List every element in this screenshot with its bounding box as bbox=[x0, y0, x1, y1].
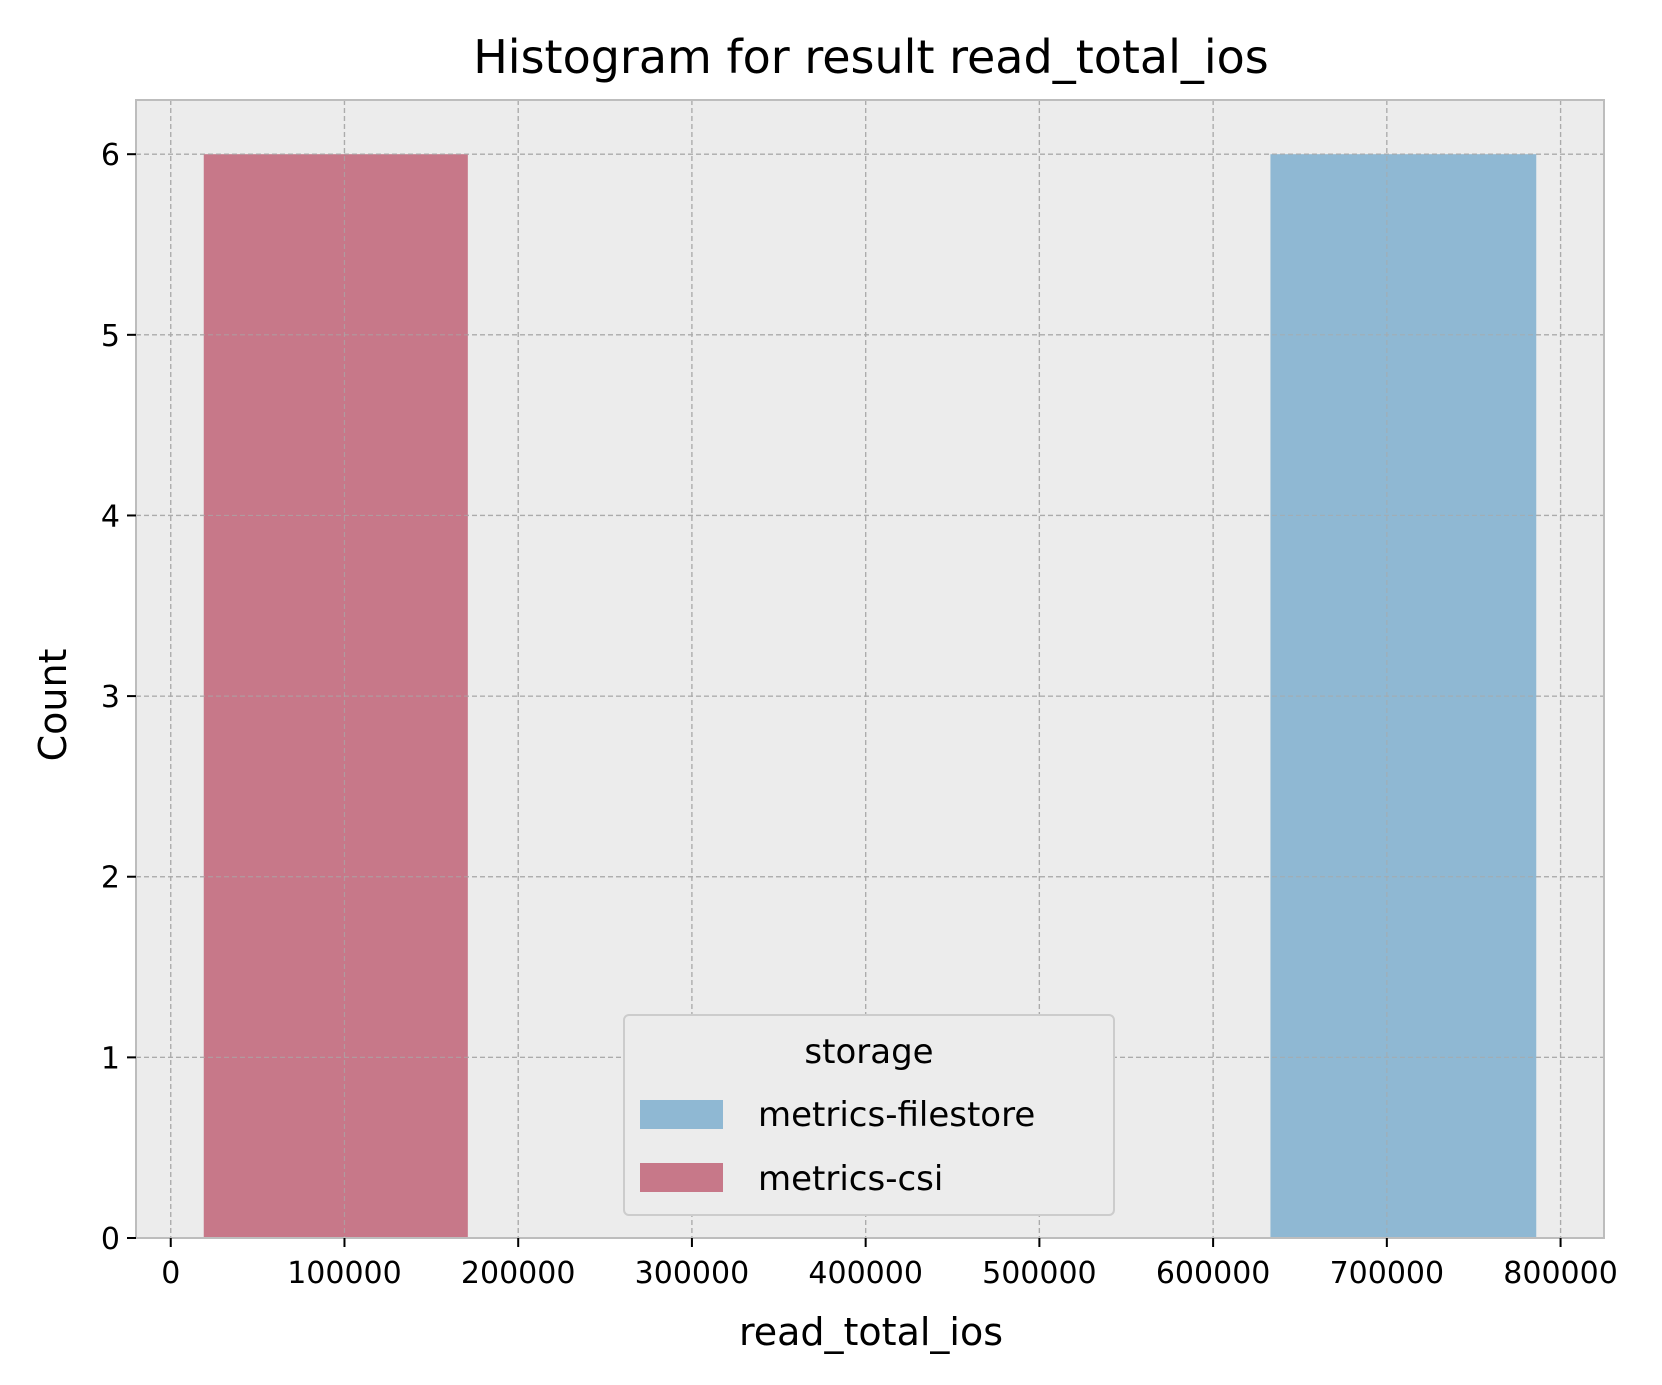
x-axis-ticks: 0 100000 200000 300000 400000 500000 600000 700… bbox=[161, 1238, 1618, 1291]
legend: storage metrics-filestore metrics-csi bbox=[623, 1014, 1115, 1216]
plot-frame bbox=[135, 99, 1605, 1239]
x-tick-label: 800000 bbox=[1503, 1256, 1618, 1291]
legend-swatch-metrics-csi bbox=[640, 1163, 723, 1192]
x-tick-label: 700000 bbox=[1330, 1256, 1445, 1291]
legend-label-metrics-filestore: metrics-filestore bbox=[758, 1095, 1035, 1135]
x-tick-label: 500000 bbox=[982, 1256, 1097, 1291]
legend-swatch-metrics-filestore bbox=[640, 1100, 723, 1129]
y-tick-label: 1 bbox=[101, 1041, 120, 1076]
chart-title: Histogram for result read_total_ios bbox=[473, 30, 1269, 84]
y-tick-label: 5 bbox=[101, 319, 120, 354]
y-axis-label: Count bbox=[31, 649, 75, 762]
x-tick-label: 300000 bbox=[635, 1256, 750, 1291]
x-tick-label: 600000 bbox=[1156, 1256, 1271, 1291]
x-tick-label: 400000 bbox=[808, 1256, 923, 1291]
x-tick-label: 200000 bbox=[461, 1256, 576, 1291]
y-tick-label: 3 bbox=[101, 680, 120, 715]
y-tick-label: 0 bbox=[101, 1222, 120, 1257]
x-tick-label: 0 bbox=[161, 1256, 180, 1291]
y-axis-ticks: 0 1 2 3 4 5 6 bbox=[101, 138, 136, 1257]
y-tick-label: 2 bbox=[101, 861, 120, 896]
x-axis-label: read_total_ios bbox=[739, 1310, 1003, 1354]
y-tick-label: 6 bbox=[101, 138, 120, 173]
legend-box bbox=[623, 1014, 1115, 1216]
legend-title: storage bbox=[804, 1032, 933, 1072]
x-tick-label: 100000 bbox=[287, 1256, 402, 1291]
y-tick-label: 4 bbox=[101, 499, 120, 534]
legend-label-metrics-csi: metrics-csi bbox=[758, 1159, 943, 1199]
bar-metrics-csi bbox=[203, 154, 468, 1239]
